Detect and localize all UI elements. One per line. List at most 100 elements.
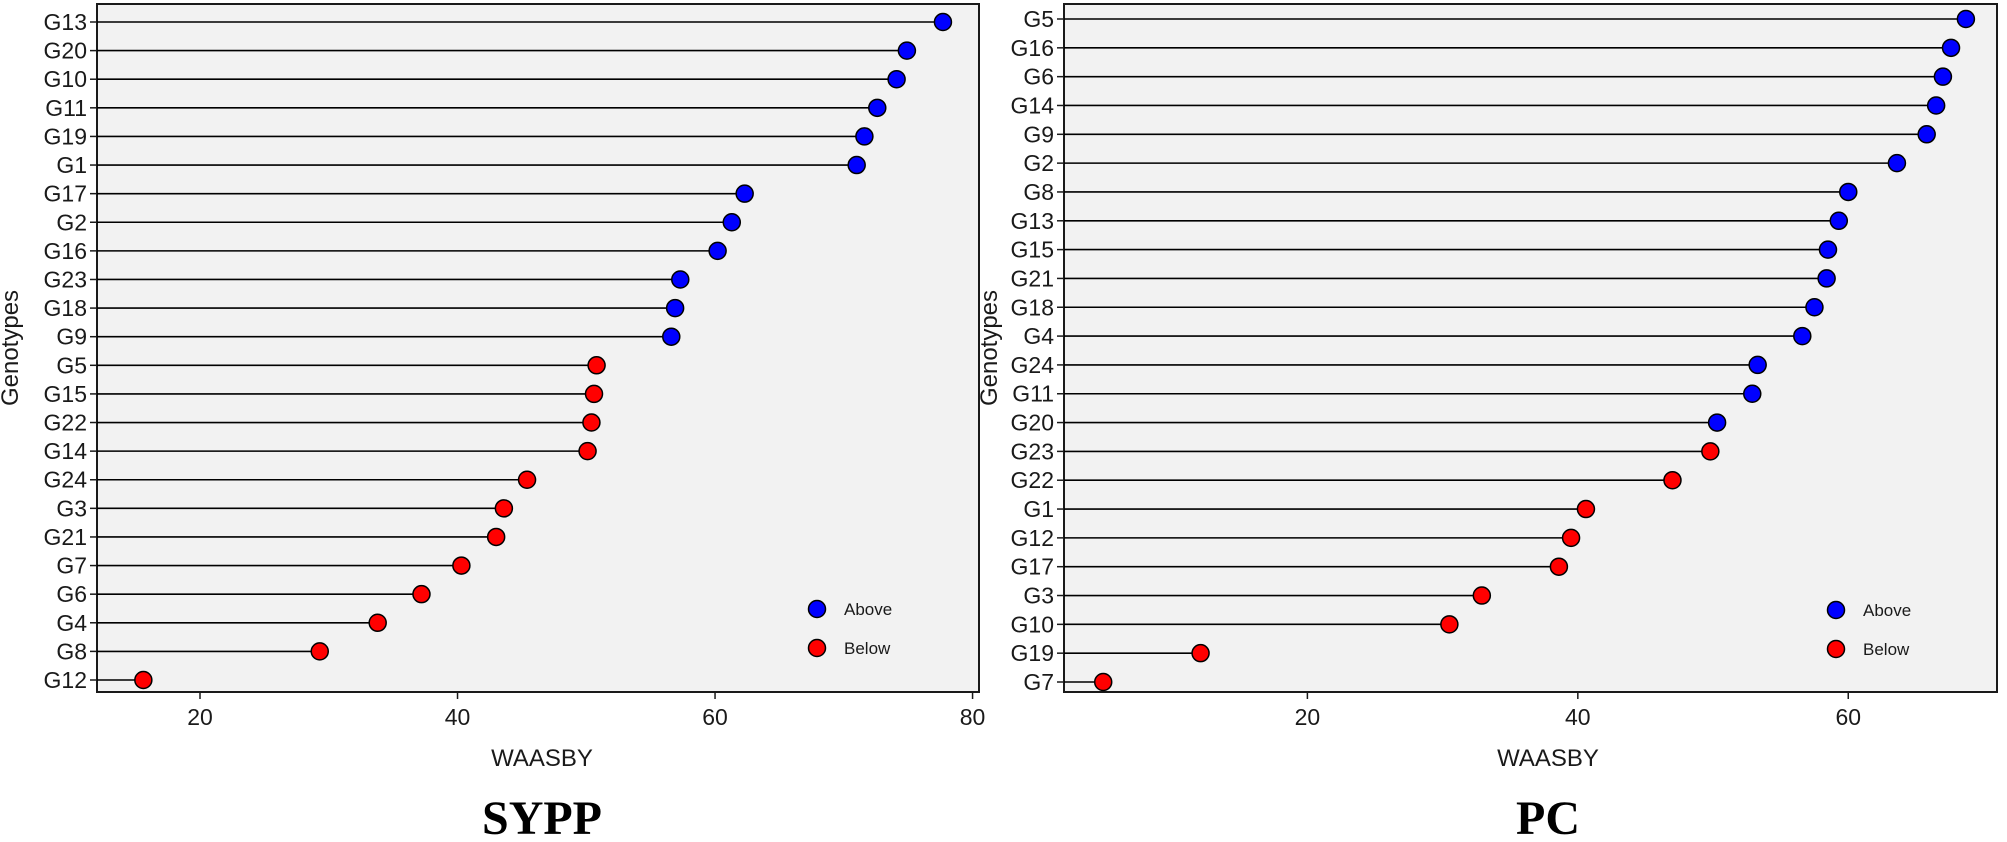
y-tick-label: G13 <box>1011 208 1054 234</box>
lollipop-point <box>722 213 742 232</box>
y-tick-label: G8 <box>56 638 87 664</box>
y-tick-label: G23 <box>1011 438 1054 464</box>
lollipop-point <box>847 155 866 175</box>
legend-label-above: Above <box>844 600 892 619</box>
y-tick-label: G4 <box>1023 323 1054 349</box>
lollipop-point <box>1748 355 1767 375</box>
plot-area <box>96 3 980 693</box>
lollipop-point <box>1576 499 1596 519</box>
lollipop-point <box>1561 528 1581 548</box>
x-tick-label: 40 <box>1565 704 1591 730</box>
lollipop-point <box>933 12 953 32</box>
y-tick-label: G14 <box>1011 92 1055 118</box>
lollipop-point <box>897 41 917 60</box>
lollipop-point <box>1829 211 1849 231</box>
lollipop-point <box>1743 384 1762 403</box>
y-tick-label: G4 <box>56 610 87 636</box>
lollipop-point <box>1663 470 1682 490</box>
lollipop-point <box>578 441 597 461</box>
lollipop-point <box>1933 67 1953 86</box>
y-tick-label: G2 <box>56 209 87 235</box>
lollipop-point <box>671 270 690 289</box>
y-tick-label: G18 <box>44 295 87 321</box>
y-tick-label: G22 <box>1011 467 1054 493</box>
legend-label-below: Below <box>844 639 891 658</box>
lollipop-point <box>1191 643 1210 663</box>
y-tick-label: G15 <box>44 381 87 407</box>
lollipop-point <box>310 642 330 661</box>
legend-marker-above <box>1826 600 1846 620</box>
lollipop-point <box>1472 586 1492 605</box>
y-tick-label: G6 <box>1023 64 1054 90</box>
y-tick-label: G11 <box>45 95 87 121</box>
y-tick-label: G5 <box>1023 6 1054 32</box>
lollipop-point <box>1839 182 1858 202</box>
y-tick-label: G1 <box>56 152 87 178</box>
y-tick-label: G15 <box>1011 237 1054 263</box>
y-tick-label: G20 <box>1011 410 1054 436</box>
lollipop-point <box>1805 298 1824 317</box>
y-tick-label: G9 <box>1023 121 1054 147</box>
y-tick-label: G8 <box>1023 179 1054 205</box>
y-tick-label: G16 <box>1011 35 1054 61</box>
lollipop-point <box>1956 9 1976 29</box>
y-tick-label: G23 <box>44 266 87 292</box>
lollipop-point <box>452 556 471 575</box>
y-tick-label: G24 <box>1011 352 1055 378</box>
y-axis-title: Genotypes <box>976 290 1003 406</box>
y-tick-label: G10 <box>44 66 87 92</box>
legend-label-below: Below <box>1863 640 1910 659</box>
lollipop-point <box>1093 672 1113 692</box>
lollipop-point <box>1793 326 1812 346</box>
lollipop-point <box>855 127 874 146</box>
lollipop-point <box>584 384 604 404</box>
lollipop-point <box>708 241 727 261</box>
lollipop-point <box>1701 442 1720 461</box>
lollipop-point <box>368 613 387 633</box>
y-tick-label: G11 <box>1012 381 1054 407</box>
y-tick-label: G9 <box>56 324 87 350</box>
lollipop-point <box>412 584 431 604</box>
lollipop-point <box>1818 240 1838 259</box>
y-tick-label: G24 <box>44 467 88 493</box>
lollipop-point <box>1549 557 1569 576</box>
y-tick-label: G10 <box>1011 611 1054 637</box>
panel-pc: G5G16G6G14G9G2G8G13G15G21G18G4G24G11G20G… <box>976 3 1998 842</box>
lollipop-point <box>587 356 606 375</box>
lollipop-point <box>582 413 601 432</box>
y-tick-label: G7 <box>56 553 87 579</box>
legend-marker-below <box>807 638 827 658</box>
lollipop-point <box>494 499 514 518</box>
y-tick-label: G19 <box>1011 640 1054 666</box>
x-tick-label: 20 <box>187 704 213 730</box>
y-tick-label: G16 <box>44 238 87 264</box>
y-tick-label: G17 <box>1011 554 1054 580</box>
y-tick-label: G17 <box>44 181 87 207</box>
x-tick-label: 20 <box>1295 704 1321 730</box>
legend-label-above: Above <box>1863 601 1911 620</box>
x-axis-title: WAASBY <box>1497 745 1599 772</box>
y-tick-label: G5 <box>56 352 87 378</box>
lollipop-point <box>1707 413 1727 432</box>
y-tick-label: G3 <box>56 495 87 521</box>
y-tick-label: G21 <box>44 524 87 550</box>
y-tick-label: G3 <box>1023 583 1054 609</box>
lollipop-point <box>1926 96 1946 115</box>
y-tick-label: G6 <box>56 581 87 607</box>
y-tick-label: G7 <box>1023 669 1054 695</box>
x-axis-title: WAASBY <box>491 745 593 772</box>
y-tick-label: G12 <box>1011 525 1054 551</box>
y-axis-title: Genotypes <box>0 290 24 406</box>
y-tick-label: G20 <box>44 38 87 64</box>
plot-area <box>1063 3 1998 693</box>
y-tick-label: G19 <box>44 123 87 149</box>
panel-caption: PC <box>1516 792 1580 842</box>
lollipop-point <box>665 298 685 318</box>
y-tick-label: G1 <box>1023 496 1054 522</box>
legend-marker-above <box>807 599 827 619</box>
lollipop-point <box>735 184 754 203</box>
panel-caption: SYPP <box>482 792 602 842</box>
lollipop-point <box>1440 615 1459 634</box>
lollipop-point <box>868 98 887 118</box>
